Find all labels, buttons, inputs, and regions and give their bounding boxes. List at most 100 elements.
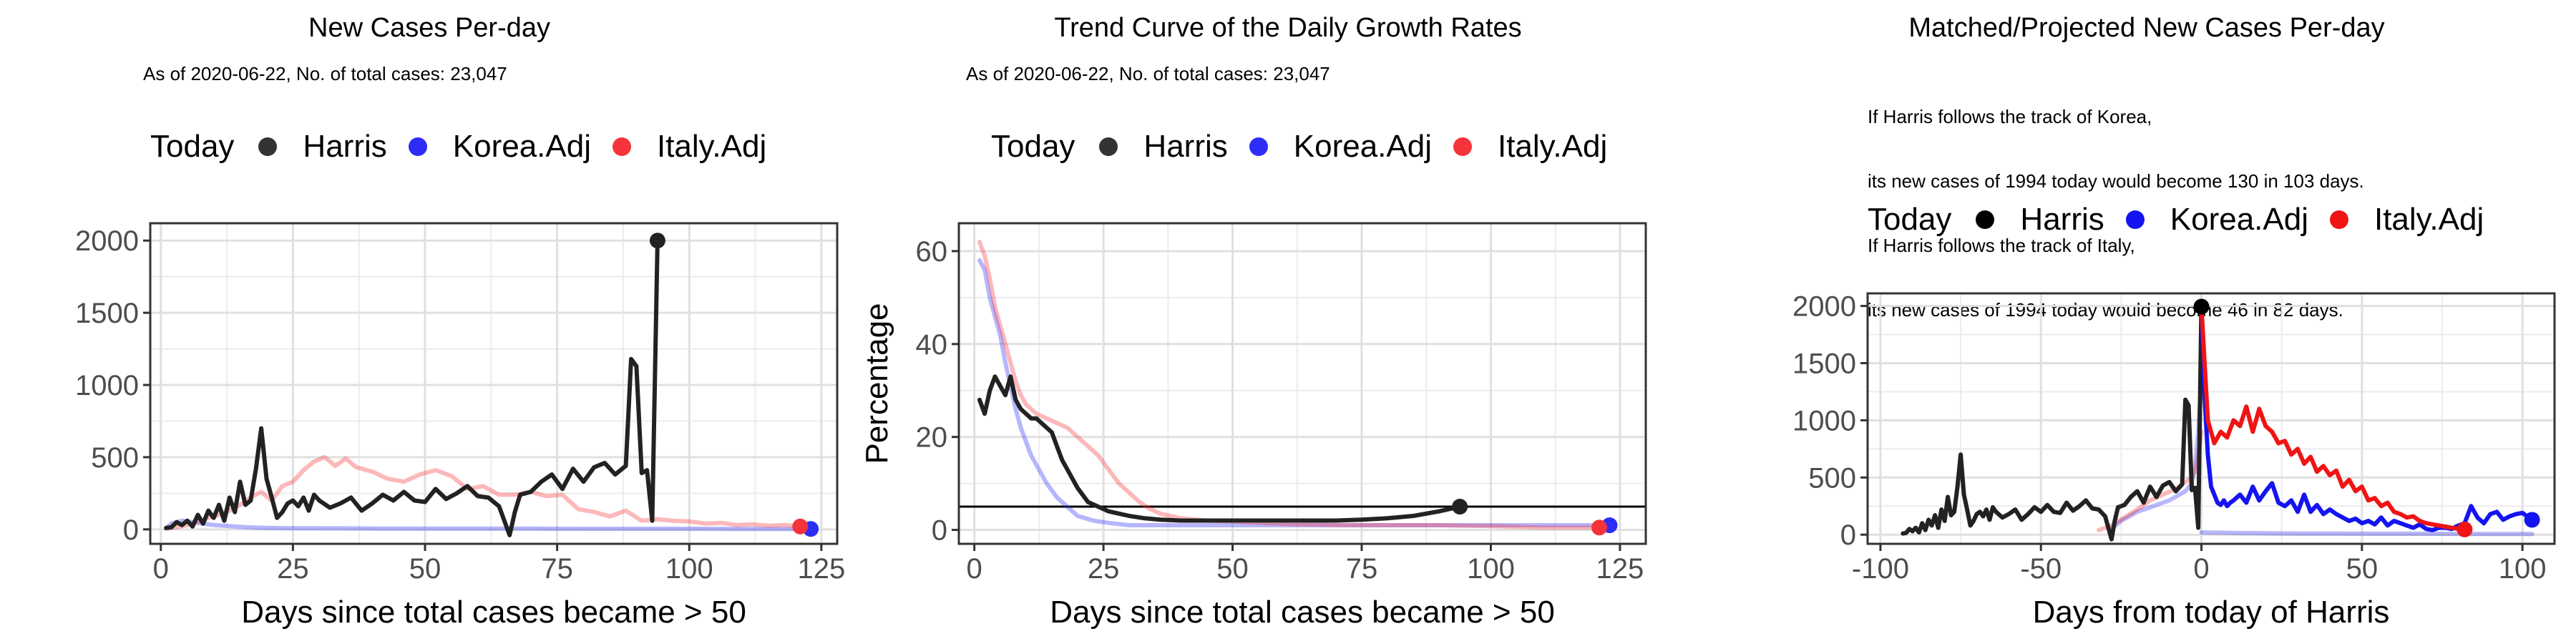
legend-label-harris: Harris bbox=[2020, 202, 2104, 237]
note-line-2: its new cases of 1994 today would become… bbox=[1868, 170, 2364, 192]
plot-border bbox=[149, 222, 839, 545]
legend-item-italy: Italy.Adj bbox=[2329, 202, 2484, 238]
y-tick-label: 1500 bbox=[1792, 348, 1856, 379]
legend-dot-italy bbox=[2329, 210, 2348, 229]
x-tick-label: 125 bbox=[1596, 553, 1644, 585]
axes: 0 25 50 75 100 125 0 20 40 60 Days since total cas… bbox=[859, 236, 1644, 630]
note-line-4: its new cases of 1994 today would become… bbox=[1868, 299, 2343, 321]
chart-growth-rates: 0 25 50 75 100 125 0 20 40 60 Days since total cas… bbox=[859, 222, 1647, 630]
y-tick-label: 1000 bbox=[75, 370, 139, 401]
point-today-harris bbox=[2193, 298, 2210, 315]
legend-item-korea: Korea.Adj bbox=[2125, 202, 2308, 238]
x-tick-label: -100 bbox=[1852, 553, 1909, 585]
panel-growth-rates: Trend Curve of the Daily Growth Rates As… bbox=[859, 0, 1717, 644]
legend-item-harris: Harris bbox=[1976, 202, 2104, 238]
chart-subtitle: As of 2020-06-22, No. of total cases: 23… bbox=[143, 63, 507, 84]
y-tick-label: 0 bbox=[123, 514, 139, 546]
panel-new-cases: New Cases Per-day As of 2020-06-22, No. … bbox=[0, 0, 859, 644]
legend: Today Harris Korea.Adj Italy.Adj bbox=[1868, 202, 2505, 238]
legend-label-italy: Italy.Adj bbox=[2373, 202, 2484, 237]
point-today-korea-adj bbox=[2524, 512, 2540, 528]
y-tick-label: 2000 bbox=[1792, 291, 1856, 323]
x-tick-label: 75 bbox=[1346, 553, 1378, 585]
legend-label-korea: Korea.Adj bbox=[2170, 202, 2308, 237]
y-tick-label: 1000 bbox=[1792, 405, 1856, 436]
legend-label-harris: Harris bbox=[303, 129, 387, 164]
legend-item-korea: Korea.Adj bbox=[408, 129, 591, 165]
point-today-harris bbox=[649, 233, 665, 249]
legend-dot-harris bbox=[1976, 210, 1995, 229]
axes: 0 25 50 75 100 125 0 500 1000 1500 2000 Days since … bbox=[75, 225, 845, 630]
y-axis-label: Percentage bbox=[859, 303, 894, 464]
note-line-1: If Harris follows the track of Korea, bbox=[1868, 106, 2152, 127]
y-tick-label: 500 bbox=[91, 442, 139, 474]
x-tick-label: 0 bbox=[2193, 553, 2209, 585]
plot-border bbox=[1866, 292, 2556, 545]
x-tick-label: 100 bbox=[2499, 553, 2547, 585]
x-tick-label: 50 bbox=[409, 553, 441, 585]
panel-projected: Matched/Projected New Cases Per-day If H… bbox=[1717, 0, 2576, 644]
legend-label-italy: Italy.Adj bbox=[1497, 129, 1608, 164]
point-today-italy-adj bbox=[2457, 521, 2473, 537]
x-tick-label: 50 bbox=[2346, 553, 2379, 585]
y-tick-label: 1500 bbox=[75, 298, 139, 329]
legend: Today Harris Korea.Adj Italy.Adj bbox=[150, 129, 788, 165]
plot-area bbox=[959, 240, 1646, 530]
chart-title: Matched/Projected New Cases Per-day bbox=[1908, 13, 2385, 43]
x-tick-label: -50 bbox=[2020, 553, 2062, 585]
x-axis-label: Days since total cases became > 50 bbox=[241, 595, 746, 630]
series-line-korea-adj bbox=[164, 518, 808, 532]
series-line-korea-adj-matched bbox=[2109, 372, 2204, 532]
y-tick-label: 60 bbox=[916, 236, 948, 268]
legend-item-italy: Italy.Adj bbox=[1453, 129, 1607, 165]
legend: Today Harris Korea.Adj Italy.Adj bbox=[991, 129, 1629, 165]
x-tick-label: 100 bbox=[665, 553, 713, 585]
point-today-italy-adj bbox=[1591, 519, 1608, 536]
series-line-harris bbox=[164, 238, 660, 537]
x-tick-label: 0 bbox=[153, 553, 169, 585]
chart-title: New Cases Per-day bbox=[308, 13, 550, 43]
legend-dot-italy bbox=[612, 137, 631, 156]
y-tick-label: 20 bbox=[916, 422, 948, 454]
y-tick-label: 0 bbox=[932, 515, 947, 547]
series-line-korea-adj bbox=[2199, 304, 2534, 532]
legend-dot-harris bbox=[258, 137, 278, 156]
legend-label-korea: Korea.Adj bbox=[1293, 129, 1432, 164]
legend-label-italy: Italy.Adj bbox=[656, 129, 767, 164]
legend-label-korea: Korea.Adj bbox=[452, 129, 591, 164]
series-line-harris bbox=[1901, 303, 2204, 542]
series-line-italy-adj bbox=[164, 454, 803, 531]
legend-dot-korea bbox=[408, 137, 427, 156]
grid bbox=[150, 223, 837, 544]
series-line-italy-adj bbox=[977, 240, 1601, 530]
chart-notes: If Harris follows the track of Korea, it… bbox=[1868, 63, 2364, 364]
legend-dot-harris bbox=[1099, 137, 1118, 156]
legend-dot-korea bbox=[1249, 137, 1268, 156]
series-line-italy-adj bbox=[2199, 304, 2467, 532]
x-axis-label: Days from today of Harris bbox=[2033, 595, 2390, 630]
legend-title: Today bbox=[1868, 202, 1952, 237]
y-tick-label: 0 bbox=[1840, 519, 1856, 551]
note-line-3: If Harris follows the track of Italy, bbox=[1868, 235, 2135, 256]
x-tick-label: 0 bbox=[967, 553, 982, 585]
chart-new-cases: 0 25 50 75 100 125 0 500 1000 1500 2000 Days since … bbox=[75, 222, 845, 630]
plot-border bbox=[957, 222, 1647, 545]
y-tick-label: 500 bbox=[1808, 462, 1856, 494]
series-line-harris bbox=[977, 374, 1463, 523]
grid bbox=[959, 223, 1646, 544]
plot-area bbox=[164, 238, 808, 537]
x-tick-label: 25 bbox=[1088, 553, 1120, 585]
legend-item-italy: Italy.Adj bbox=[612, 129, 767, 165]
legend-title: Today bbox=[991, 129, 1075, 164]
point-today-harris bbox=[1452, 499, 1468, 515]
series-line-korea-adj-after bbox=[2199, 530, 2534, 537]
x-axis-label: Days since total cases became > 50 bbox=[1050, 595, 1555, 630]
y-tick-label: 40 bbox=[916, 329, 948, 361]
chart-title: Trend Curve of the Daily Growth Rates bbox=[1054, 13, 1522, 43]
y-tick-label: 2000 bbox=[75, 225, 139, 257]
series-line-italy-adj-matched bbox=[2097, 429, 2204, 532]
x-tick-label: 25 bbox=[277, 553, 309, 585]
legend-dot-italy bbox=[1453, 137, 1472, 156]
